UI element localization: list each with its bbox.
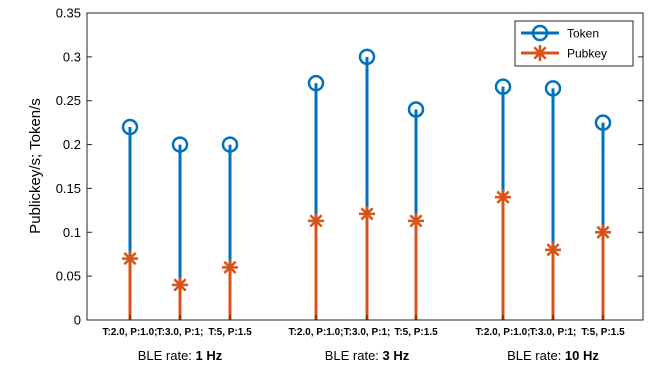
legend-item-pubkey: Pubkey xyxy=(521,45,607,61)
y-tick-label: 0.05 xyxy=(56,269,81,284)
pubkey-marker xyxy=(495,189,511,206)
pubkey-marker xyxy=(595,224,611,241)
y-tick-label: 0.2 xyxy=(63,137,81,152)
token-marker xyxy=(594,114,612,131)
x-tick-label: T:3.0, P:1; xyxy=(530,327,577,338)
y-tick-label: 0 xyxy=(74,313,81,328)
legend-item-token: Token xyxy=(521,24,599,42)
pubkey-marker xyxy=(545,241,561,258)
token-marker xyxy=(221,136,239,153)
y-axis-label: Publickey/s; Token/s xyxy=(27,98,44,234)
token-marker xyxy=(358,48,376,66)
y-tick-label: 0.1 xyxy=(63,225,81,240)
pubkey-marker xyxy=(308,212,324,229)
x-axis: T:2.0, P:1.0; T:3.0, P:1; T:5, P:1.5 T:2.0,… xyxy=(102,315,625,363)
x-tick-label: T:5, P:1.5 xyxy=(581,327,625,338)
x-tick-label: T:3.0, P:1; xyxy=(344,327,391,338)
series-pubkey xyxy=(122,189,611,320)
pubkey-marker xyxy=(172,276,188,293)
token-marker xyxy=(121,118,139,136)
x-tick-label: T:5, P:1.5 xyxy=(208,327,252,338)
group-label-prefix: BLE rate: xyxy=(138,348,196,363)
x-tick-label: T:2.0, P:1.0; xyxy=(288,327,343,338)
group-label-value: 10 Hz xyxy=(565,348,599,363)
group-label-prefix: BLE rate: xyxy=(507,348,565,363)
legend-label: Token xyxy=(567,27,599,41)
legend: Token Pubkey xyxy=(514,20,634,67)
plot-area-frame xyxy=(86,12,644,321)
x-tick-label: T:3.0, P:1; xyxy=(157,327,204,338)
x-tick-label: T:5, P:1.5 xyxy=(394,327,438,338)
pubkey-marker xyxy=(122,250,138,267)
group-label-prefix: BLE rate: xyxy=(325,348,383,363)
x-tick-label: T:2.0, P:1.0; xyxy=(475,327,530,338)
pubkey-marker xyxy=(222,259,238,276)
y-tick-label: 0.35 xyxy=(56,6,81,21)
group-label: BLE rate: 1 Hz xyxy=(138,348,223,363)
group-label-value: 3 Hz xyxy=(383,348,410,363)
pubkey-marker xyxy=(408,212,424,229)
token-marker xyxy=(494,78,512,95)
y-tick-label: 0.3 xyxy=(63,49,81,64)
token-marker xyxy=(171,136,189,153)
legend-circle-marker xyxy=(531,24,549,42)
pubkey-marker xyxy=(359,205,375,222)
y-tick-label: 0.25 xyxy=(56,93,81,108)
stem-series-group xyxy=(121,48,612,320)
token-marker xyxy=(307,74,325,92)
y-axis: 0 0.05 0.1 0.15 0.2 0.25 0.3 0.35 xyxy=(56,6,643,328)
legend-asterisk-marker xyxy=(532,45,548,61)
group-label: BLE rate: 10 Hz xyxy=(507,348,599,363)
group-label: BLE rate: 3 Hz xyxy=(325,348,410,363)
token-marker xyxy=(407,101,425,118)
y-tick-label: 0.15 xyxy=(56,181,81,196)
x-tick-label: T:2.0, P:1.0; xyxy=(102,327,157,338)
legend-label: Pubkey xyxy=(567,47,607,61)
token-marker xyxy=(544,80,562,97)
group-label-value: 1 Hz xyxy=(196,348,223,363)
